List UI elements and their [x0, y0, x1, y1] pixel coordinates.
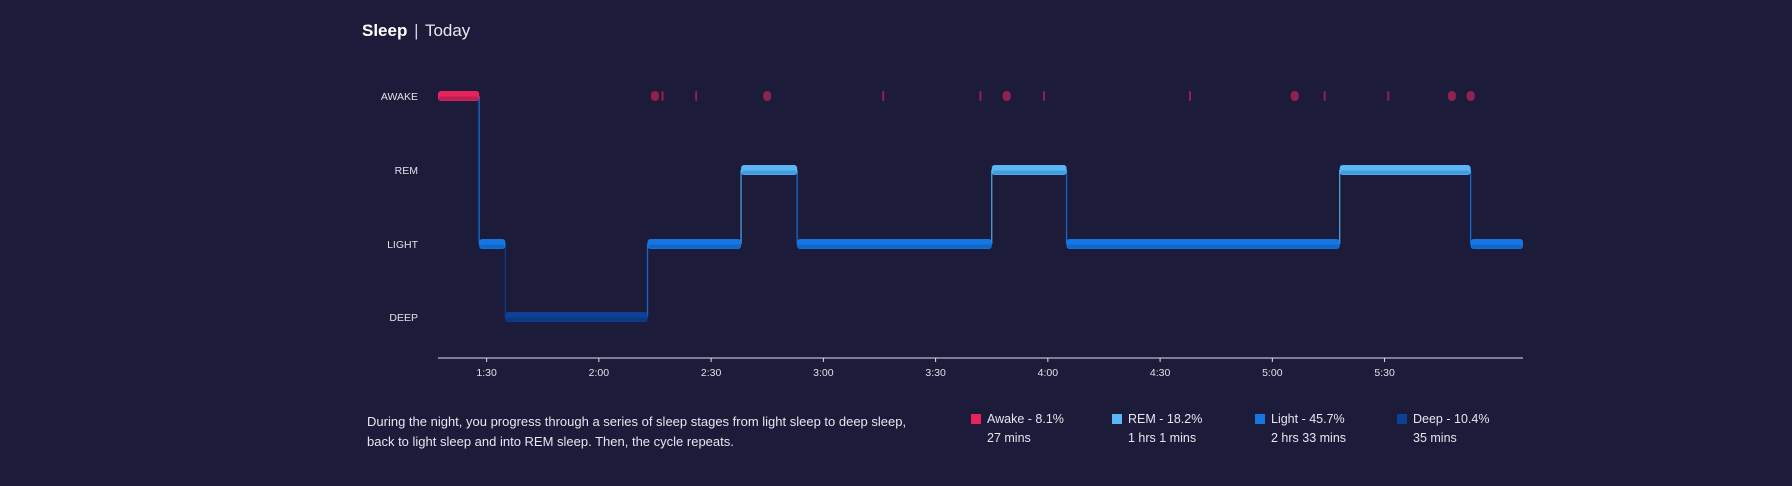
x-tick-label: 5:30: [1374, 367, 1395, 379]
awake-event-mark: [651, 91, 659, 101]
legend-label: REM - 18.2%: [1128, 412, 1203, 426]
x-tick-label: 3:30: [925, 367, 946, 379]
awake-event-mark: [695, 91, 698, 101]
x-tick-label: 1:30: [476, 367, 497, 379]
stage-bar-shade-rem: [1340, 170, 1470, 175]
legend-swatch: [1255, 414, 1265, 424]
title-sleep: Sleep: [362, 21, 408, 40]
awake-event-mark: [979, 91, 982, 101]
stage-label-light: LIGHT: [387, 239, 419, 251]
x-tick-label: 4:30: [1150, 367, 1171, 379]
stage-bar-shade-light: [648, 244, 741, 249]
stage-bar-shade-deep: [506, 317, 647, 322]
legend-swatch: [1397, 414, 1407, 424]
x-tick-label: 2:30: [701, 367, 722, 379]
awake-event-mark: [1189, 91, 1192, 101]
stage-bar-shade-awake: [439, 96, 479, 101]
stage-label-deep: DEEP: [389, 312, 418, 324]
x-tick-label: 3:00: [813, 367, 834, 379]
awake-event-mark: [1043, 91, 1046, 101]
awake-event-mark: [1466, 91, 1475, 101]
awake-event-mark: [1447, 91, 1456, 101]
stage-bar-shade-light: [480, 244, 505, 249]
awake-event-mark: [661, 91, 664, 101]
stage-label-awake: AWAKE: [381, 91, 418, 103]
legend-item: Awake - 8.1% 27 mins: [971, 412, 1064, 445]
stage-bar-shade-light: [1067, 244, 1339, 249]
x-tick-label: 4:00: [1038, 367, 1059, 379]
awake-event-mark: [1387, 91, 1390, 101]
legend-duration: 35 mins: [1413, 431, 1457, 445]
legend-label: Awake - 8.1%: [987, 412, 1064, 426]
stage-bar-shade-rem: [992, 170, 1066, 175]
legend-duration: 27 mins: [987, 431, 1031, 445]
stage-label-rem: REM: [395, 165, 418, 177]
awake-event-mark: [882, 91, 885, 101]
legend-duration: 1 hrs 1 mins: [1128, 431, 1197, 445]
stage-bar-shade-rem: [742, 170, 797, 175]
sleep-stage-chart: AWAKE REM LIGHT DEEP 1:30 2:00 2:30 3:00 3:30 4:0…: [381, 91, 1523, 379]
legend-item: Light - 45.7% 2 hrs 33 mins: [1255, 412, 1346, 445]
legend-swatch: [1112, 414, 1122, 424]
stage-bar-shade-light: [798, 244, 991, 249]
legend-duration: 2 hrs 33 mins: [1271, 431, 1347, 445]
legend-swatch: [971, 414, 981, 424]
x-tick-label: 2:00: [589, 367, 610, 379]
legend-label: Deep - 10.4%: [1413, 412, 1490, 426]
awake-event-mark: [1323, 91, 1326, 101]
awake-event-mark: [763, 91, 772, 101]
title-separator: |: [414, 21, 419, 40]
stage-bar-shade-light: [1471, 244, 1522, 249]
chart-title: Sleep | Today: [362, 20, 470, 42]
sleep-description: During the night, you progress through a…: [367, 414, 907, 449]
stage-legend: Awake - 8.1% 27 mins REM - 18.2% 1 hrs 1 mi…: [0, 412, 1792, 452]
legend-item: REM - 18.2% 1 hrs 1 mins: [1112, 412, 1202, 445]
awake-event-mark: [1290, 91, 1299, 101]
awake-event-mark: [1002, 91, 1011, 101]
title-period: Today: [424, 21, 471, 40]
x-tick-label: 5:00: [1262, 367, 1283, 379]
legend-label: Light - 45.7%: [1271, 412, 1345, 426]
legend-item: Deep - 10.4% 35 mins: [1397, 412, 1489, 445]
